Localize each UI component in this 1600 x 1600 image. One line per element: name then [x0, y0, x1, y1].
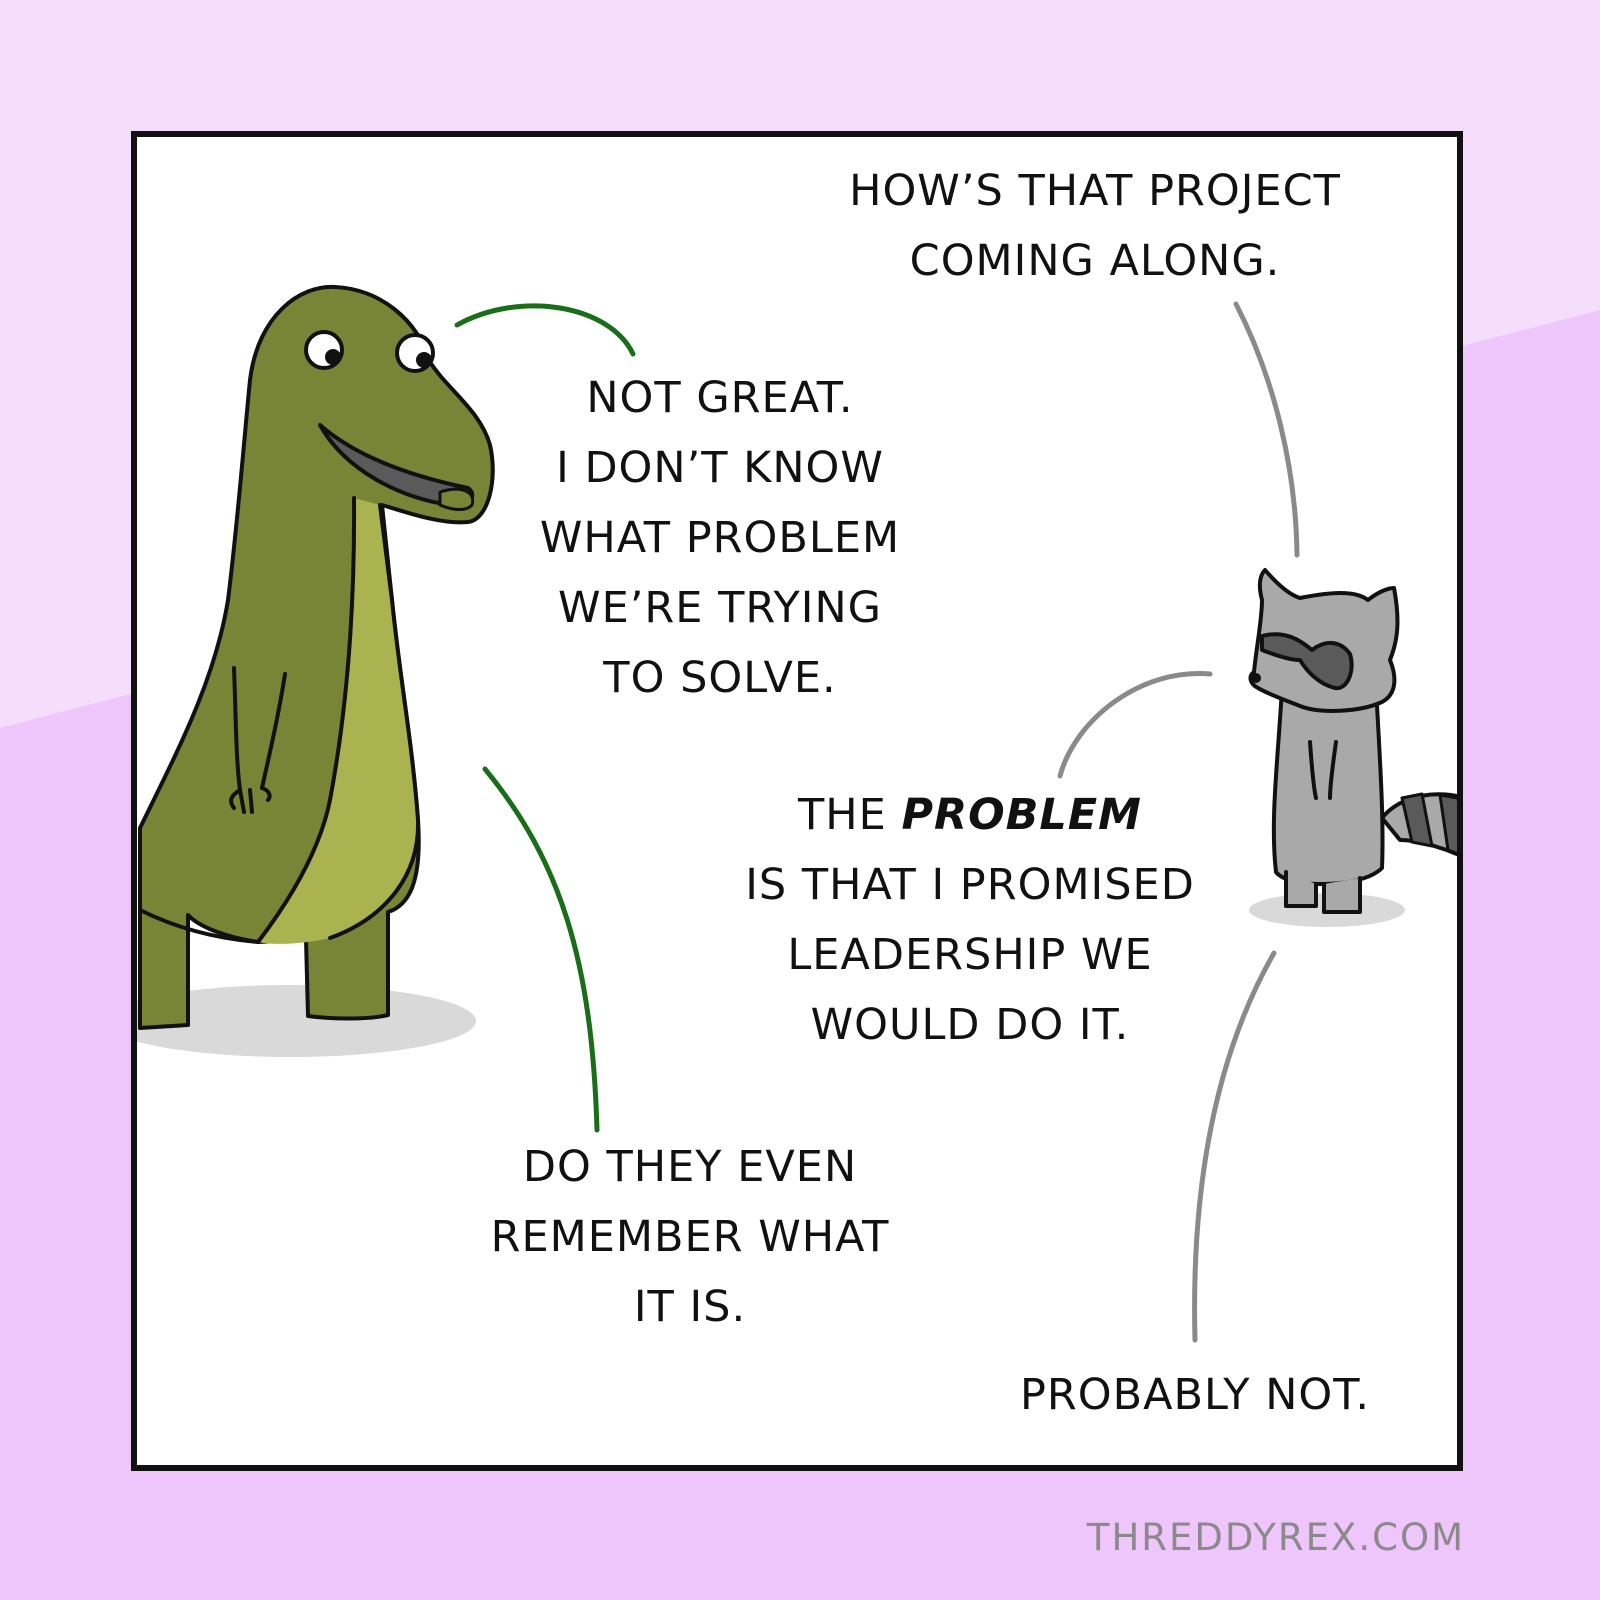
raccoon-problem-line: THE PROBLEM: [720, 780, 1220, 850]
dino-followup-line: IT IS.: [633, 1282, 747, 1332]
raccoon-problem-text: THE PROBLEM IS THAT I PROMISED LEADERSHI…: [720, 780, 1220, 1060]
raccoon-problem-line: IS THAT I PROMISED: [745, 860, 1195, 910]
dino-followup-line: DO THEY EVEN: [522, 1142, 858, 1192]
dino-reply-line: NOT GREAT.: [586, 373, 854, 423]
dino-reply-line: WHAT PROBLEM: [539, 513, 901, 563]
dino-followup-text: DO THEY EVEN REMEMBER WHAT IT IS.: [470, 1132, 910, 1342]
dino-reply-text: NOT GREAT. I DON’T KNOW WHAT PROBLEM WE’…: [510, 363, 930, 713]
dino-followup-line: REMEMBER WHAT: [490, 1212, 890, 1262]
raccoon-final-text: PROBABLY NOT.: [1005, 1360, 1385, 1430]
raccoon-question-line: COMING ALONG.: [909, 236, 1281, 286]
raccoon-problem-pre: THE: [798, 790, 902, 840]
raccoon-question-text: HOW’S THAT PROJECT COMING ALONG.: [835, 156, 1355, 296]
raccoon-problem-emphasis: PROBLEM: [901, 790, 1142, 840]
dino-reply-line: TO SOLVE.: [603, 653, 837, 703]
site-url: THREDDYREX.COM: [1086, 1516, 1465, 1559]
raccoon-problem-line: LEADERSHIP WE: [787, 930, 1153, 980]
dino-reply-line: WE’RE TRYING: [558, 583, 882, 633]
dino-reply-line: I DON’T KNOW: [556, 443, 884, 493]
raccoon-final-line: PROBABLY NOT.: [1019, 1370, 1371, 1420]
raccoon-problem-line: WOULD DO IT.: [810, 1000, 1130, 1050]
raccoon-question-line: HOW’S THAT PROJECT: [849, 166, 1341, 216]
